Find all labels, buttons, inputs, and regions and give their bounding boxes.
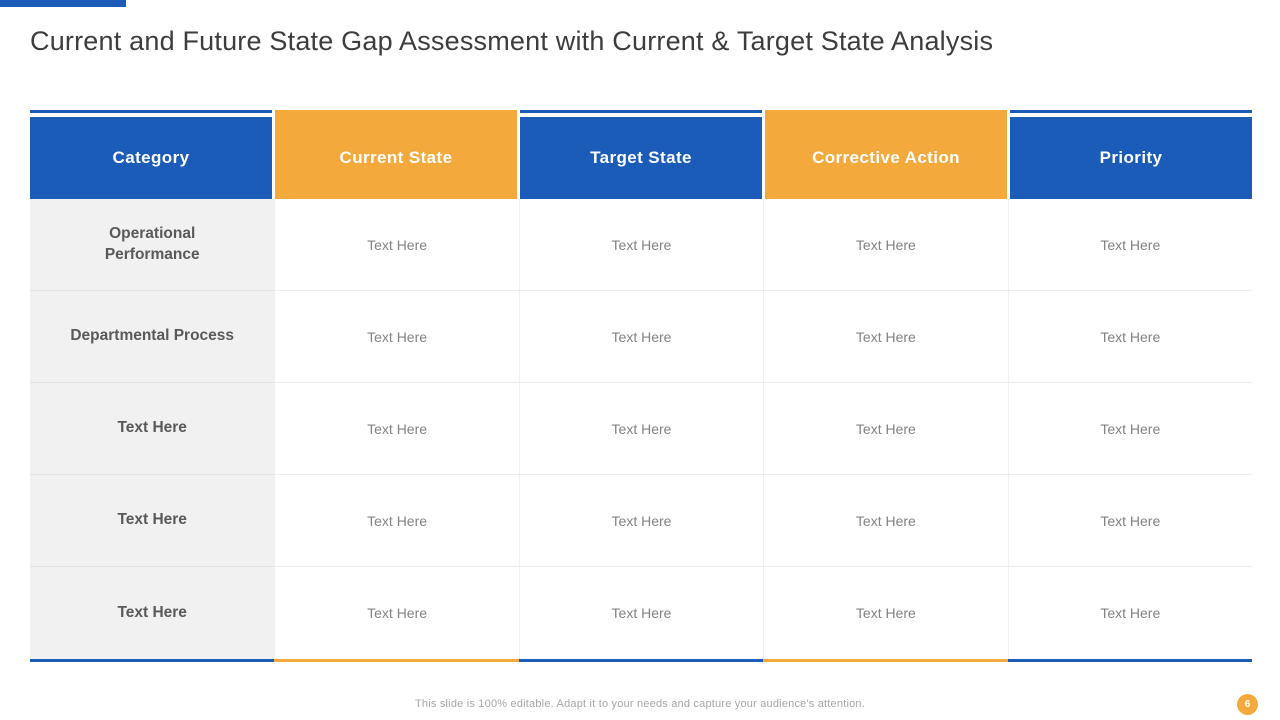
data-cell: Text Here — [763, 567, 1008, 659]
table-header-row: Category Current State Target State Corr… — [30, 110, 1252, 199]
data-cell: Text Here — [518, 567, 764, 659]
data-cell: Text Here — [274, 199, 519, 291]
data-cell: Text Here — [1007, 199, 1252, 291]
category-cell: Operational Performance — [30, 199, 275, 291]
data-cell: Text Here — [1007, 291, 1252, 383]
data-cell: Text Here — [518, 383, 764, 475]
data-cell: Text Here — [518, 291, 764, 383]
category-cell: Text Here — [30, 383, 275, 475]
column-header-label: Category — [30, 117, 272, 199]
category-cell: Text Here — [30, 475, 275, 567]
column-header-label: Target State — [520, 117, 762, 199]
bottom-stripe-segment — [30, 659, 275, 662]
top-accent-bar — [0, 0, 126, 7]
bottom-stripe-segment — [518, 659, 764, 662]
data-cell: Text Here — [1007, 567, 1252, 659]
data-cell: Text Here — [763, 199, 1008, 291]
category-cell: Text Here — [30, 567, 275, 659]
table-row: Departmental Process Text Here Text Here… — [30, 291, 1252, 383]
column-header-current-state: Current State — [275, 110, 517, 199]
table-row: Text Here Text Here Text Here Text Here … — [30, 383, 1252, 475]
header-top-stripe — [765, 110, 1007, 117]
footer-note: This slide is 100% editable. Adapt it to… — [415, 698, 865, 710]
category-cell: Departmental Process — [30, 291, 275, 383]
table-bottom-border — [30, 659, 1252, 662]
data-cell: Text Here — [518, 475, 764, 567]
table-row: Operational Performance Text Here Text H… — [30, 199, 1252, 291]
column-header-label: Priority — [1010, 117, 1252, 199]
page-number-badge: 6 — [1237, 694, 1258, 715]
page-title: Current and Future State Gap Assessment … — [30, 26, 994, 56]
header-top-stripe — [275, 110, 517, 117]
data-cell: Text Here — [274, 475, 519, 567]
column-header-label: Current State — [275, 117, 517, 199]
header-top-stripe — [1010, 110, 1252, 113]
data-cell: Text Here — [763, 291, 1008, 383]
bottom-stripe-segment — [274, 659, 519, 662]
header-top-stripe — [30, 110, 272, 113]
bottom-stripe-segment — [763, 659, 1008, 662]
data-cell: Text Here — [274, 567, 519, 659]
gap-assessment-table: Category Current State Target State Corr… — [30, 110, 1252, 662]
data-cell: Text Here — [274, 291, 519, 383]
column-header-target-state: Target State — [520, 110, 762, 199]
data-cell: Text Here — [1007, 475, 1252, 567]
table-row: Text Here Text Here Text Here Text Here … — [30, 567, 1252, 659]
data-cell: Text Here — [763, 383, 1008, 475]
data-cell: Text Here — [274, 383, 519, 475]
column-header-priority: Priority — [1010, 110, 1252, 199]
data-cell: Text Here — [518, 199, 764, 291]
data-cell: Text Here — [763, 475, 1008, 567]
column-header-corrective-action: Corrective Action — [765, 110, 1007, 199]
table-body: Operational Performance Text Here Text H… — [30, 199, 1252, 659]
column-header-label: Corrective Action — [765, 117, 1007, 199]
header-top-stripe — [520, 110, 762, 113]
table-row: Text Here Text Here Text Here Text Here … — [30, 475, 1252, 567]
data-cell: Text Here — [1007, 383, 1252, 475]
column-header-category: Category — [30, 110, 272, 199]
bottom-stripe-segment — [1007, 659, 1252, 662]
